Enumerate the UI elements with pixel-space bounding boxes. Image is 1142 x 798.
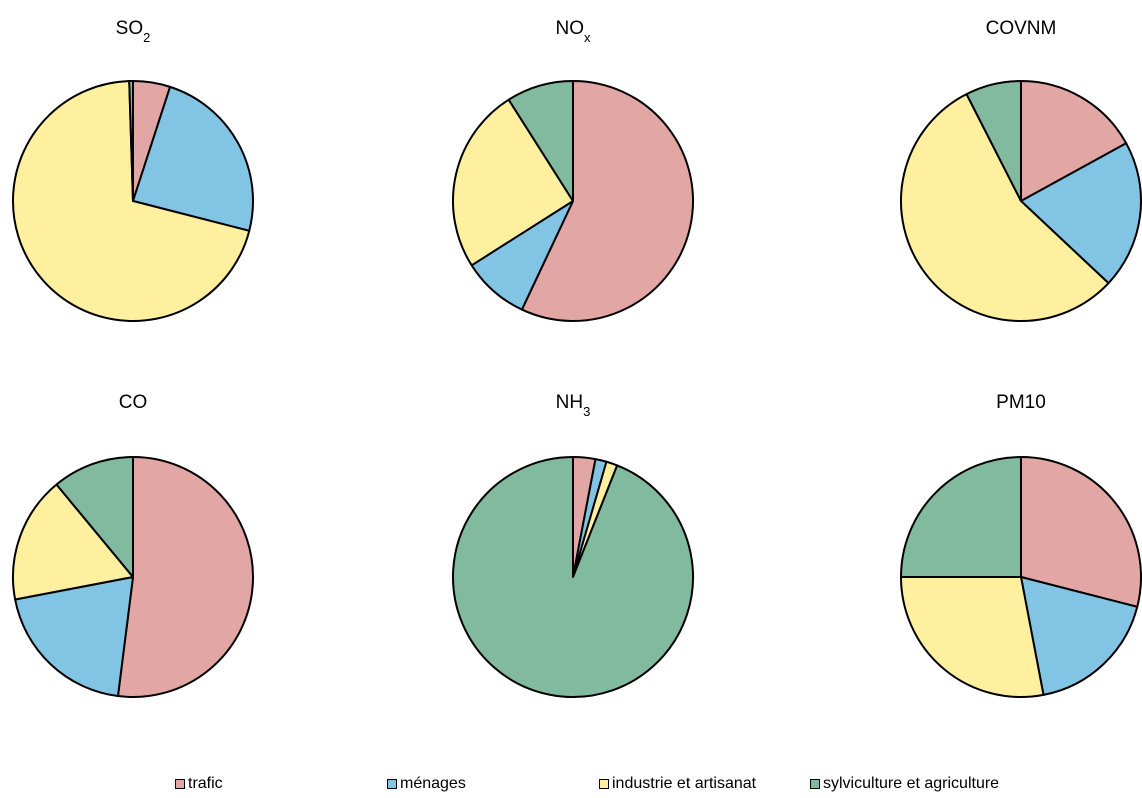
legend-swatch-trafic: [175, 779, 185, 789]
pie-slice-trafic: [1020, 80, 1128, 202]
pie-slice-ménages: [1020, 142, 1142, 285]
legend-swatch-sylviculture: [810, 779, 820, 789]
pie-chart-4: CO: [12, 392, 254, 698]
pie-slice-industrie-et-artisanat: [452, 98, 574, 267]
pie-slice-industrie-et-artisanat: [12, 80, 251, 322]
pie-slice-sylviculture-et-agriculture: [55, 456, 134, 578]
legend-item-industrie: industrie et artisanat: [599, 775, 756, 793]
legend-item-sylviculture: sylviculture et agriculture: [810, 775, 999, 793]
legend: trafic ménages industrie et artisanat sy…: [0, 775, 1142, 797]
pie-slice-trafic: [1020, 456, 1142, 608]
pie-slice-industrie-et-artisanat: [12, 483, 134, 601]
pie-slice-sylviculture-et-agriculture: [900, 456, 1022, 578]
legend-item-trafic: trafic: [175, 775, 223, 793]
pie-slice-industrie-et-artisanat: [900, 93, 1110, 322]
pie-title: NH3: [556, 392, 591, 419]
legend-label-menages: ménages: [400, 775, 466, 792]
pie-slice-trafic: [520, 80, 694, 322]
pie-chart-5: NH3: [452, 392, 694, 698]
pie-slice-ménages: [14, 576, 134, 698]
pie-title: PM10: [996, 392, 1046, 413]
legend-swatch-menages: [387, 779, 397, 789]
pie-charts-area: SO2 NOx COVNM CO NH3 PM10: [12, 18, 1142, 698]
pie-slice-sylviculture-et-agriculture: [128, 80, 134, 202]
legend-item-menages: ménages: [387, 775, 466, 793]
pie-chart-1: SO2: [12, 18, 254, 322]
pie-slice-sylviculture-et-agriculture: [965, 80, 1022, 202]
pie-slice-ménages: [1020, 576, 1139, 696]
pie-slice-trafic: [116, 456, 254, 698]
legend-label-sylviculture: sylviculture et agriculture: [823, 775, 1000, 792]
legend-label-industrie: industrie et artisanat: [612, 775, 757, 792]
pie-title: CO: [119, 392, 148, 413]
pie-slice-ménages: [132, 85, 254, 232]
pie-slice-industrie-et-artisanat: [900, 576, 1045, 698]
pie-title: NOx: [556, 18, 592, 45]
pie-slice-sylviculture-et-agriculture: [452, 456, 694, 698]
pie-title: COVNM: [986, 18, 1057, 39]
pie-chart-3: COVNM: [900, 18, 1142, 322]
pie-chart-2: NOx: [452, 18, 694, 322]
pie-chart-6: PM10: [900, 392, 1142, 698]
legend-label-trafic: trafic: [188, 775, 223, 792]
pie-slice-sylviculture-et-agriculture: [507, 80, 574, 202]
pie-title: SO2: [116, 18, 151, 45]
legend-swatch-industrie: [599, 779, 609, 789]
